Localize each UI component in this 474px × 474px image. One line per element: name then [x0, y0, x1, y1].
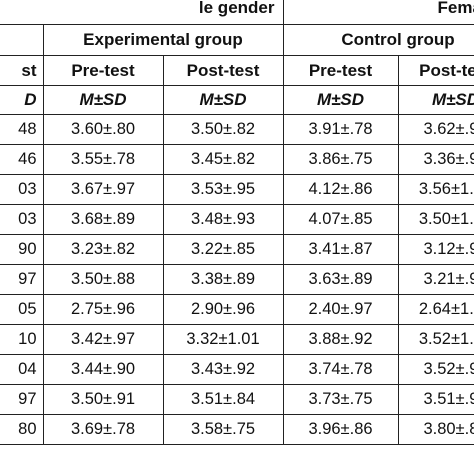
- exp-pre-test-cell: 3.69±.78: [43, 414, 164, 445]
- ctl-post-test-cell: 3.62±.92: [398, 114, 474, 145]
- ctl-pre-test-cell: 3.74±.78: [283, 354, 399, 385]
- table-row: 803.69±.783.58±.753.96±.863.80±.84: [0, 414, 474, 445]
- first-col-stat-header: D: [0, 85, 44, 115]
- ctl-post-test-cell: 3.21±.96: [398, 264, 474, 295]
- exp-pre-stat-header: M±SD: [43, 85, 164, 115]
- ctl-pre-test-cell: 3.86±.75: [283, 144, 399, 175]
- ctl-post-test-cell: 3.12±.95: [398, 234, 474, 265]
- ctl-post-stat-header: M±SD: [398, 85, 474, 115]
- ctl-post-test-cell: 3.52±1.12: [398, 324, 474, 355]
- experimental-group-header: Experimental group: [43, 24, 284, 56]
- row-first-col-cell: 46: [0, 144, 44, 175]
- exp-pre-test-header: Pre-test: [43, 55, 164, 86]
- exp-post-test-cell: 3.45±.82: [163, 144, 284, 175]
- row-first-col-cell: 10: [0, 324, 44, 355]
- row-first-col-cell: 90: [0, 234, 44, 265]
- ctl-pre-test-cell: 2.40±.97: [283, 294, 399, 325]
- exp-pre-test-cell: 3.67±.97: [43, 174, 164, 205]
- exp-pre-test-cell: 2.75±.96: [43, 294, 164, 325]
- exp-post-stat-header: M±SD: [163, 85, 284, 115]
- row-first-col-cell: 05: [0, 294, 44, 325]
- table-row: 973.50±.913.51±.843.73±.753.51±.93: [0, 384, 474, 415]
- row-first-col-cell: 03: [0, 174, 44, 205]
- table-row: 903.23±.823.22±.853.41±.873.12±.95: [0, 234, 474, 265]
- exp-post-test-cell: 3.32±1.01: [163, 324, 284, 355]
- exp-post-test-cell: 3.22±.85: [163, 234, 284, 265]
- row-first-col-cell: 80: [0, 414, 44, 445]
- exp-post-test-cell: 3.38±.89: [163, 264, 284, 295]
- ctl-pre-test-cell: 3.41±.87: [283, 234, 399, 265]
- test-header-row: st Pre-test Post-test Pre-test Post-test: [0, 55, 474, 86]
- table-row: 043.44±.903.43±.923.74±.783.52±.98: [0, 354, 474, 385]
- exp-post-test-cell: 3.58±.75: [163, 414, 284, 445]
- first-col-test-header: st: [0, 55, 44, 86]
- ctl-pre-test-cell: 4.12±.86: [283, 174, 399, 205]
- ctl-post-test-cell: 3.80±.84: [398, 414, 474, 445]
- exp-pre-test-cell: 3.50±.91: [43, 384, 164, 415]
- table-row: 033.68±.893.48±.934.07±.853.50±1.04: [0, 204, 474, 235]
- group-header-row: Experimental group Control group: [0, 24, 474, 56]
- results-table: le gender Female Experimental group Cont…: [0, 0, 474, 445]
- exp-post-test-cell: 3.51±.84: [163, 384, 284, 415]
- stat-header-row: D M±SD M±SD M±SD M±SD: [0, 85, 474, 115]
- row-first-col-cell: 04: [0, 354, 44, 385]
- ctl-post-test-cell: 3.51±.93: [398, 384, 474, 415]
- row-first-col-cell: 48: [0, 114, 44, 145]
- exp-pre-test-cell: 3.42±.97: [43, 324, 164, 355]
- ctl-post-test-cell: 3.56±1.05: [398, 174, 474, 205]
- ctl-pre-test-cell: 3.96±.86: [283, 414, 399, 445]
- table-row: 103.42±.973.32±1.013.88±.923.52±1.12: [0, 324, 474, 355]
- exp-pre-test-cell: 3.68±.89: [43, 204, 164, 235]
- exp-post-test-cell: 3.50±.82: [163, 114, 284, 145]
- row-first-col-cell: 97: [0, 384, 44, 415]
- ctl-pre-test-cell: 4.07±.85: [283, 204, 399, 235]
- ctl-pre-test-cell: 3.63±.89: [283, 264, 399, 295]
- table-row: 052.75±.962.90±.962.40±.972.64±1.00: [0, 294, 474, 325]
- ctl-pre-stat-header: M±SD: [283, 85, 399, 115]
- male-gender-header: le gender: [0, 0, 284, 25]
- exp-pre-test-cell: 3.44±.90: [43, 354, 164, 385]
- exp-pre-test-cell: 3.50±.88: [43, 264, 164, 295]
- ctl-post-test-cell: 3.36±.92: [398, 144, 474, 175]
- exp-post-test-cell: 3.53±.95: [163, 174, 284, 205]
- table-row: 463.55±.783.45±.823.86±.753.36±.92: [0, 144, 474, 175]
- table-row: 033.67±.973.53±.954.12±.863.56±1.05: [0, 174, 474, 205]
- ctl-pre-test-cell: 3.88±.92: [283, 324, 399, 355]
- exp-pre-test-cell: 3.55±.78: [43, 144, 164, 175]
- table-row: 973.50±.883.38±.893.63±.893.21±.96: [0, 264, 474, 295]
- ctl-post-test-header: Post-test: [398, 55, 474, 86]
- gender-header-row: le gender Female: [0, 0, 474, 25]
- ctl-pre-test-cell: 3.91±.78: [283, 114, 399, 145]
- row-first-col-cell: 97: [0, 264, 44, 295]
- ctl-pre-test-cell: 3.73±.75: [283, 384, 399, 415]
- exp-pre-test-cell: 3.23±.82: [43, 234, 164, 265]
- blank-header-cell: [0, 24, 44, 56]
- ctl-post-test-cell: 3.52±.98: [398, 354, 474, 385]
- exp-pre-test-cell: 3.60±.80: [43, 114, 164, 145]
- ctl-post-test-cell: 2.64±1.00: [398, 294, 474, 325]
- ctl-post-test-cell: 3.50±1.04: [398, 204, 474, 235]
- exp-post-test-header: Post-test: [163, 55, 284, 86]
- exp-post-test-cell: 2.90±.96: [163, 294, 284, 325]
- table-row: 483.60±.803.50±.823.91±.783.62±.92: [0, 114, 474, 145]
- exp-post-test-cell: 3.48±.93: [163, 204, 284, 235]
- row-first-col-cell: 03: [0, 204, 44, 235]
- control-group-header: Control group: [283, 24, 474, 56]
- female-gender-header: Female: [283, 0, 474, 25]
- ctl-pre-test-header: Pre-test: [283, 55, 399, 86]
- exp-post-test-cell: 3.43±.92: [163, 354, 284, 385]
